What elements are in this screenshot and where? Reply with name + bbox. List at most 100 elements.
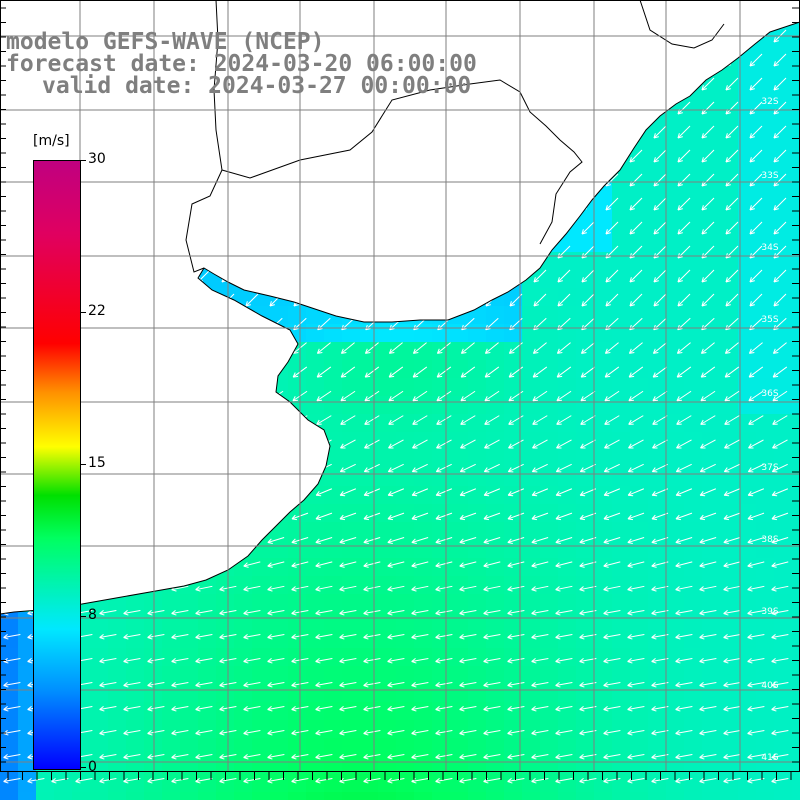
speed-cell: [468, 396, 487, 415]
wind-arrow: [605, 101, 619, 115]
speed-cell: [216, 306, 235, 325]
speed-cell: [378, 684, 397, 703]
speed-cell: [396, 324, 415, 343]
speed-cell: [288, 486, 307, 505]
speed-cell: [774, 792, 793, 800]
speed-cell: [216, 720, 235, 739]
wind-arrow: [725, 77, 739, 91]
wind-arrow: [579, 463, 596, 473]
wind-arrow: [387, 512, 405, 521]
speed-cell: [486, 486, 505, 505]
speed-cell: [144, 612, 163, 631]
speed-cell: [324, 234, 343, 253]
speed-cell: [522, 594, 541, 613]
speed-cell: [504, 360, 523, 379]
speed-cell: [162, 162, 181, 181]
speed-cell: [324, 756, 343, 775]
speed-cell: [342, 22, 361, 37]
wind-arrow: [267, 609, 285, 616]
speed-cell: [90, 270, 109, 289]
speed-cell: [342, 594, 361, 613]
speed-cell: [468, 702, 487, 721]
colorbar-tick-mark: [80, 767, 86, 768]
speed-cell: [324, 414, 343, 433]
speed-cell: [270, 756, 289, 775]
speed-cell: [288, 0, 307, 19]
wind-arrow: [246, 6, 258, 18]
speed-cell: [486, 630, 505, 649]
wind-arrow: [316, 366, 332, 378]
speed-cell: [504, 630, 523, 649]
wind-arrow: [579, 488, 597, 497]
wind-arrow: [654, 6, 666, 18]
wind-arrow: [317, 293, 331, 307]
wind-arrow: [605, 269, 619, 283]
speed-cell: [162, 432, 181, 451]
speed-cell: [90, 792, 109, 800]
speed-cell: [0, 90, 19, 109]
speed-cell: [558, 504, 577, 523]
speed-cell: [144, 234, 163, 253]
wind-arrow: [531, 561, 549, 568]
speed-cell: [144, 360, 163, 379]
speed-cell: [792, 162, 800, 181]
speed-cell: [126, 540, 145, 559]
speed-cell: [612, 558, 631, 577]
speed-cell: [288, 702, 307, 721]
speed-cell: [576, 504, 595, 523]
speed-cell: [306, 594, 325, 613]
speed-cell: [288, 306, 307, 325]
speed-cell: [234, 450, 253, 469]
speed-cell: [270, 234, 289, 253]
wind-arrow: [485, 149, 499, 163]
speed-cell: [612, 72, 631, 91]
wind-arrow: [557, 173, 571, 187]
speed-cell: [126, 738, 145, 757]
wind-arrow: [437, 221, 451, 235]
speed-cell: [288, 108, 307, 127]
speed-cell: [432, 576, 451, 595]
latitude-label: 36S: [761, 389, 778, 399]
speed-cell: [306, 396, 325, 415]
wind-arrow: [317, 197, 331, 211]
wind-arrow: [411, 488, 429, 497]
speed-cell: [486, 36, 505, 55]
speed-cell: [684, 702, 703, 721]
speed-cell: [612, 612, 631, 631]
speed-cell: [738, 360, 757, 379]
speed-cell: [126, 702, 145, 721]
speed-cell: [378, 396, 397, 415]
speed-cell: [18, 666, 37, 685]
wind-arrow: [124, 415, 140, 425]
wind-arrow: [195, 705, 213, 712]
speed-cell: [0, 720, 19, 739]
speed-cell: [180, 126, 199, 145]
wind-arrow: [627, 585, 645, 592]
speed-cell: [468, 126, 487, 145]
speed-cell: [198, 792, 217, 800]
speed-cell: [342, 756, 361, 775]
speed-cell: [486, 648, 505, 667]
wind-arrow: [437, 125, 451, 139]
speed-cell: [522, 504, 541, 523]
wind-arrow: [460, 415, 476, 425]
speed-cell: [666, 648, 685, 667]
speed-cell: [198, 144, 217, 163]
wind-arrow: [101, 197, 115, 211]
wind-arrow: [435, 633, 453, 640]
wind-arrow: [773, 53, 787, 67]
speed-cell: [180, 630, 199, 649]
speed-cell: [630, 306, 649, 325]
speed-cell: [162, 666, 181, 685]
speed-cell: [720, 576, 739, 595]
speed-cell: [594, 396, 613, 415]
speed-cell: [144, 126, 163, 145]
speed-cell: [504, 594, 523, 613]
speed-cell: [468, 774, 487, 793]
speed-cell: [378, 630, 397, 649]
speed-cell: [0, 126, 19, 145]
speed-cell: [594, 432, 613, 451]
speed-cell: [234, 288, 253, 307]
speed-cell: [666, 288, 685, 307]
speed-cell: [738, 22, 757, 37]
